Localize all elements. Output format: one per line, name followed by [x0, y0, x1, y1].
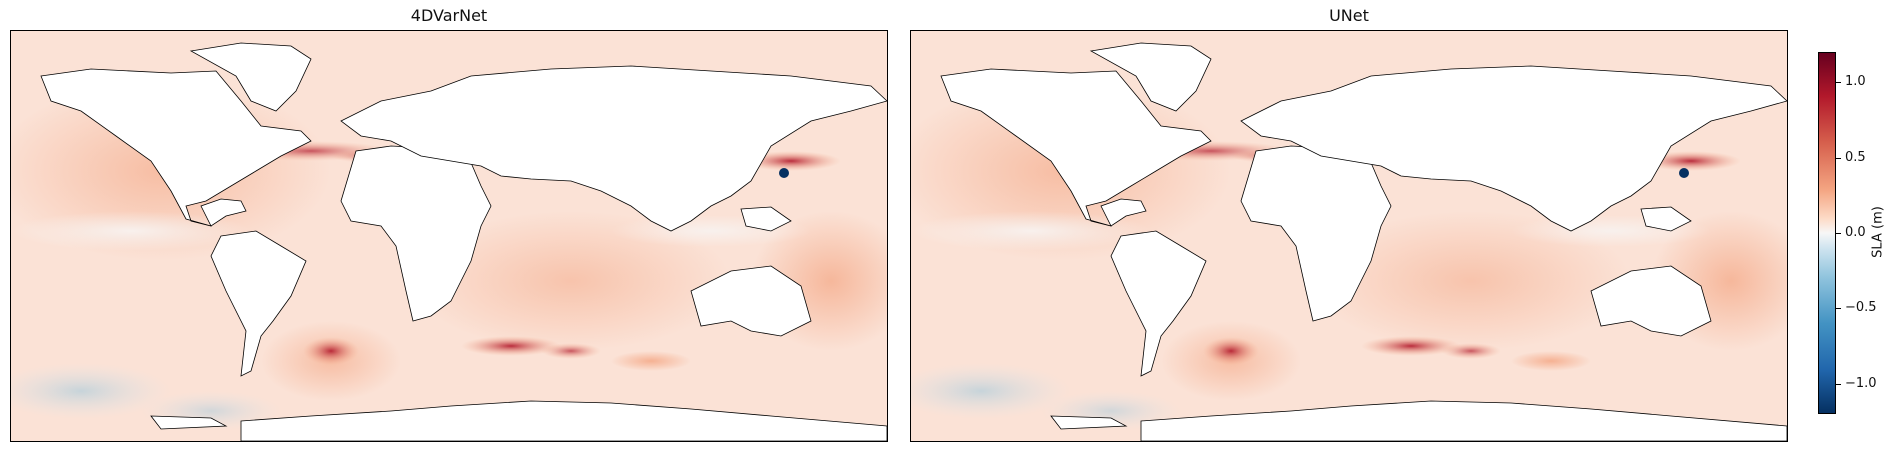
panel-title-unet: UNet [1329, 6, 1369, 25]
map-panel-unet [910, 30, 1788, 442]
colorbar-label: SLA (m) [1870, 206, 1886, 258]
colorbar-tick [1836, 82, 1841, 84]
panel-title-4dvarnet: 4DVarNet [410, 6, 488, 25]
colorbar-tick-label: −0.5 [1845, 300, 1877, 316]
sla-map-unet [911, 31, 1787, 441]
colorbar-tick [1836, 308, 1841, 310]
sla-map-4dvarnet [11, 31, 887, 441]
colorbar-gradient [1818, 52, 1836, 414]
colorbar-tick [1836, 157, 1841, 159]
colorbar: 1.0 0.5 0.0 −0.5 −1.0 [1818, 52, 1877, 414]
colorbar-tick-label: 0.0 [1845, 225, 1866, 240]
colorbar-tick [1836, 383, 1841, 385]
colorbar-tick-label: 1.0 [1845, 74, 1866, 90]
colorbar-tick-label: −1.0 [1845, 375, 1877, 391]
colorbar-tick-label: 0.5 [1845, 149, 1866, 165]
colorbar-tick [1836, 233, 1841, 234]
map-panel-4dvarnet [10, 30, 888, 442]
